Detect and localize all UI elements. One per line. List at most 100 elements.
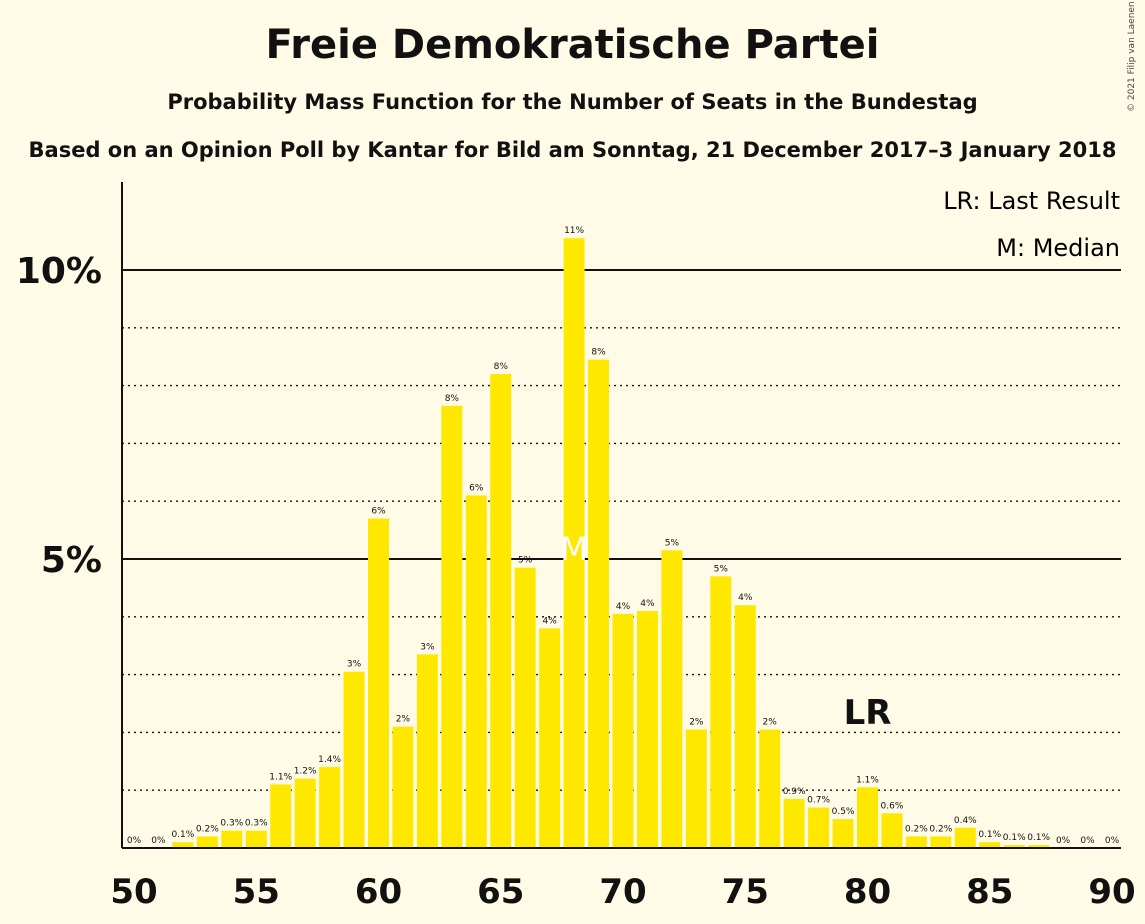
bar-seat-67: [539, 628, 561, 848]
bar-label-seat-51: 0%: [151, 836, 166, 846]
bar-seat-86: [1003, 845, 1025, 848]
bar-seat-73: [685, 729, 707, 848]
bar-seat-80: [857, 787, 878, 848]
bar-seat-84: [954, 827, 976, 848]
bar-seat-69: [588, 359, 610, 848]
x-tick-label-65: 65: [477, 872, 524, 912]
bar-label-seat-54: 0.3%: [220, 819, 243, 829]
bar-seat-79: [832, 819, 854, 848]
bar-labels-group: 0% 0%0.1%0.2%0.3% 0.3%1.1%1.2%1.4%3%6%2%3%…: [127, 226, 1120, 846]
bar-seat-78: [808, 807, 830, 848]
bar-label-seat-52: 0.1%: [171, 830, 194, 840]
bar-label-seat-79: 0.5%: [832, 807, 855, 817]
bar-label-seat-73: 2%: [689, 718, 704, 728]
bar-label-seat-80: 1.1%: [856, 775, 879, 785]
bar-label-seat-58: 1.4%: [318, 755, 341, 765]
y-tick-label-5: 5%: [41, 540, 102, 581]
bar-seat-77: [783, 798, 805, 848]
bar-label-seat-69: 8%: [591, 348, 606, 358]
bar-label-seat-50: 0%: [127, 836, 142, 846]
bar-seat-83: [930, 836, 952, 848]
bar-seat-58: [319, 767, 341, 848]
bar-seat-60: [368, 518, 389, 848]
bar-label-seat-57: 1.2%: [294, 767, 317, 777]
x-tick-label-90: 90: [1088, 872, 1135, 912]
bar-label-seat-62: 3%: [420, 642, 435, 652]
bar-label-seat-89: 0%: [1080, 836, 1095, 846]
bar-label-seat-64: 6%: [469, 483, 484, 493]
bar-label-seat-56: 1.1%: [269, 772, 292, 782]
bar-seat-63: [441, 405, 463, 848]
bar-label-seat-60: 6%: [371, 507, 386, 517]
bar-seat-61: [392, 726, 414, 848]
bar-seat-71: [636, 611, 658, 848]
bar-label-seat-83: 0.2%: [929, 824, 952, 834]
chart-source-note: Based on an Opinion Poll by Kantar for B…: [28, 138, 1117, 162]
bar-label-seat-61: 2%: [396, 715, 411, 725]
bar-label-seat-88: 0%: [1056, 836, 1071, 846]
bar-seat-74: [710, 576, 732, 848]
x-tick-label-55: 55: [233, 872, 280, 912]
bar-label-seat-74: 5%: [714, 564, 729, 574]
bar-label-seat-84: 0.4%: [954, 816, 977, 826]
bar-seat-59: [343, 671, 365, 848]
bar-label-seat-68: 11%: [564, 226, 584, 236]
bar-label-seat-87: 0.1%: [1027, 833, 1050, 843]
bar-label-seat-67: 4%: [543, 616, 558, 626]
bar-label-seat-82: 0.2%: [905, 824, 928, 834]
bar-seat-85: [979, 842, 1001, 848]
bar-label-seat-76: 2%: [763, 718, 778, 728]
bar-seat-76: [759, 729, 781, 848]
y-tick-label-10: 10%: [16, 251, 102, 292]
bar-seat-70: [612, 613, 634, 848]
bar-seat-54: [221, 830, 243, 848]
bar-label-seat-59: 3%: [347, 660, 362, 670]
bar-seat-72: [661, 550, 683, 848]
bar-seat-82: [905, 836, 927, 848]
bar-label-seat-77: 0.9%: [783, 787, 806, 797]
bar-seat-52: [172, 842, 194, 848]
bars-group: [172, 238, 1050, 848]
x-tick-label-60: 60: [355, 872, 402, 912]
bar-seat-55: [245, 830, 267, 848]
bar-label-seat-85: 0.1%: [978, 830, 1001, 840]
bar-label-seat-55: 0.3%: [245, 819, 268, 829]
x-tick-label-75: 75: [722, 872, 769, 912]
x-tick-label-85: 85: [966, 872, 1013, 912]
bar-seat-53: [196, 836, 218, 848]
bar-label-seat-90: 0%: [1105, 836, 1120, 846]
bar-label-seat-63: 8%: [445, 394, 460, 404]
bar-seat-57: [294, 778, 316, 848]
bar-label-seat-70: 4%: [616, 602, 631, 612]
bar-seat-87: [1028, 845, 1050, 848]
legend-median: M: Median: [996, 234, 1120, 262]
markers-group: M LR: [560, 530, 891, 733]
bar-label-seat-86: 0.1%: [1003, 833, 1026, 843]
bar-label-seat-53: 0.2%: [196, 824, 219, 834]
bar-seat-75: [734, 605, 756, 848]
x-tick-label-50: 50: [110, 872, 157, 912]
bar-label-seat-71: 4%: [640, 599, 655, 609]
bar-label-seat-81: 0.6%: [881, 801, 904, 811]
bar-seat-56: [270, 784, 292, 848]
bar-seat-68: [563, 238, 585, 848]
bar-label-seat-65: 8%: [494, 362, 509, 372]
bar-label-seat-75: 4%: [738, 593, 753, 603]
legend-last-result: LR: Last Result: [943, 187, 1120, 215]
x-tick-label-70: 70: [599, 872, 646, 912]
bar-seat-81: [881, 813, 903, 848]
bar-seat-66: [514, 567, 536, 848]
bar-seat-65: [490, 374, 512, 848]
bar-seat-62: [416, 654, 438, 848]
bar-label-seat-78: 0.7%: [807, 796, 830, 806]
bar-label-seat-66: 5%: [518, 556, 533, 566]
last-result-marker: LR: [844, 693, 892, 733]
axes-group: 50 55 60 65 70 75 80 85 90 5% 10%: [16, 182, 1136, 912]
chart-subtitle: Probability Mass Function for the Number…: [167, 90, 978, 114]
bar-seat-64: [465, 495, 487, 848]
bar-label-seat-72: 5%: [665, 538, 680, 548]
chart-title: Freie Demokratische Partei: [265, 22, 880, 68]
median-marker: M: [560, 530, 588, 568]
x-tick-label-80: 80: [844, 872, 891, 912]
